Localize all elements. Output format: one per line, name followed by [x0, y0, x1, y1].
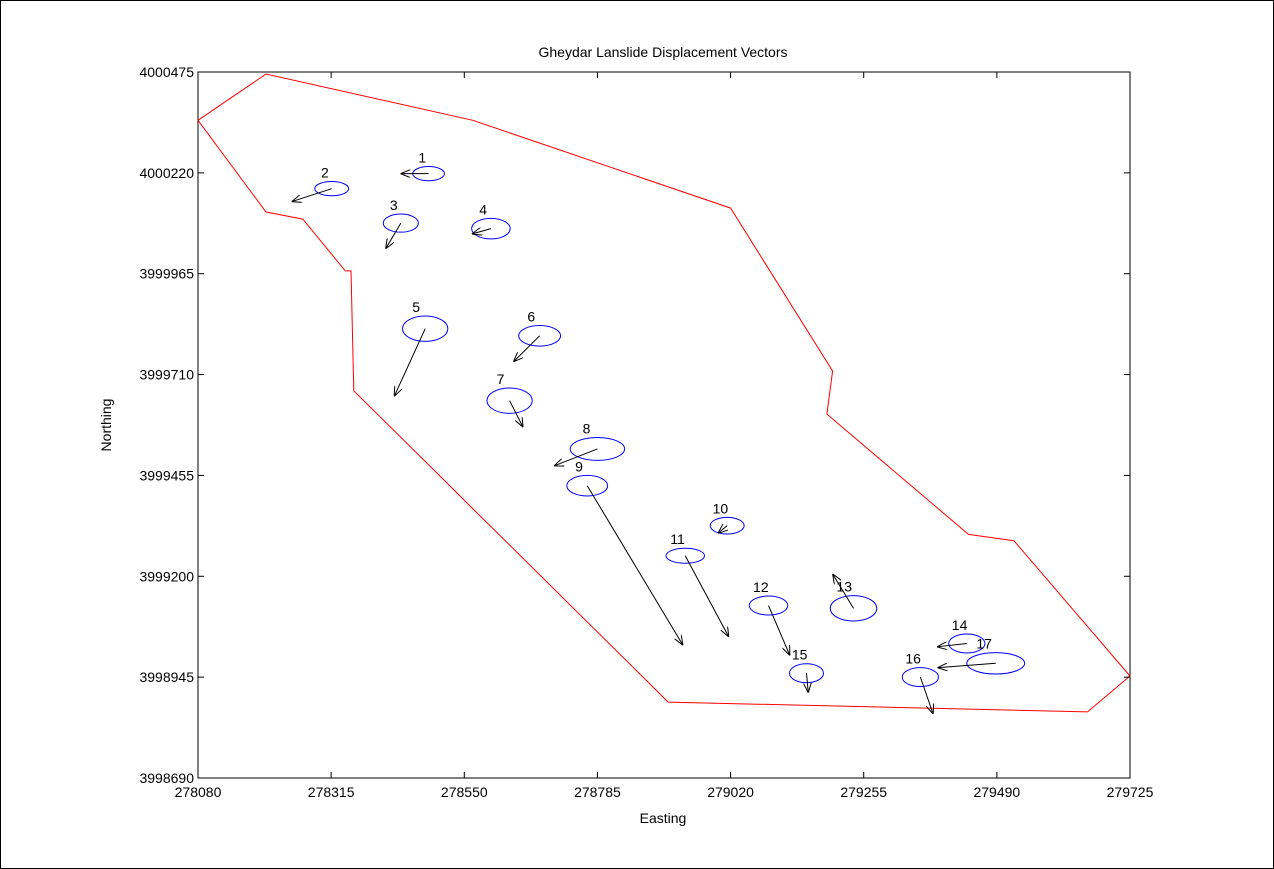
point-label-1: 1: [418, 150, 426, 166]
point-label-10: 10: [713, 500, 729, 516]
y-tick-label: 4000475: [139, 64, 194, 80]
landslide-boundary: [197, 73, 1131, 713]
displacement-vector-10: [719, 526, 727, 533]
point-label-14: 14: [952, 617, 968, 633]
x-tick-label: 278785: [574, 784, 621, 800]
chart-title: Gheydar Lanslide Displacement Vectors: [538, 44, 787, 60]
y-tick-label: 4000220: [139, 165, 194, 181]
displacement-vector-17: [939, 662, 996, 667]
error-ellipse-2: [314, 181, 350, 197]
displacement-vector-14: [938, 644, 967, 647]
point-label-4: 4: [479, 201, 487, 217]
error-ellipse-8: [569, 436, 626, 461]
point-label-16: 16: [905, 651, 921, 667]
error-ellipse-16: [901, 667, 940, 688]
y-tick-label: 3998690: [139, 770, 194, 786]
error-ellipse-6: [518, 325, 562, 347]
point-label-17: 17: [976, 636, 992, 652]
x-tick-label: 279490: [973, 784, 1020, 800]
error-ellipse-5: [402, 315, 449, 342]
x-tick-label: 278550: [441, 784, 488, 800]
plot-area: [197, 71, 1131, 779]
displacement-vector-9: [586, 485, 682, 645]
x-tick-label: 279020: [707, 784, 754, 800]
error-ellipse-17: [966, 652, 1026, 675]
error-ellipse-3: [382, 213, 419, 233]
point-label-5: 5: [412, 299, 420, 315]
error-ellipse-13: [829, 595, 878, 622]
error-ellipse-7: [486, 387, 533, 414]
y-tick-label: 3998945: [139, 669, 194, 685]
y-tick-label: 3999455: [139, 467, 194, 483]
y-tick-label: 3999710: [139, 367, 194, 383]
x-tick-label: 279725: [1107, 784, 1154, 800]
displacement-vector-8: [555, 448, 598, 466]
displacement-vector-11: [684, 555, 728, 636]
x-axis-title: Easting: [640, 810, 687, 826]
point-label-7: 7: [497, 371, 505, 387]
x-tick-label: 278315: [308, 784, 355, 800]
error-ellipse-14: [948, 633, 986, 654]
displacement-vector-16: [919, 676, 932, 713]
error-ellipse-9: [566, 474, 609, 497]
point-label-6: 6: [527, 309, 535, 325]
x-tick-label: 279255: [840, 784, 887, 800]
point-label-2: 2: [321, 165, 329, 181]
y-axis-title: Northing: [98, 399, 114, 452]
point-label-15: 15: [792, 647, 808, 663]
displacement-vector-2: [293, 188, 332, 202]
x-tick-label: 278080: [175, 784, 222, 800]
displacement-vector-15: [806, 673, 808, 692]
displacement-vector-13: [833, 575, 854, 609]
point-label-3: 3: [390, 197, 398, 213]
displacement-vector-7: [509, 400, 523, 427]
displacement-vector-6: [514, 335, 540, 361]
point-label-8: 8: [583, 420, 591, 436]
displacement-vector-5: [395, 328, 426, 396]
point-label-11: 11: [670, 531, 685, 547]
point-label-9: 9: [575, 458, 583, 474]
error-ellipse-12: [748, 595, 789, 616]
point-label-13: 13: [836, 579, 852, 595]
displacement-vector-3: [386, 222, 402, 248]
point-label-12: 12: [753, 579, 769, 595]
error-ellipse-11: [665, 547, 706, 564]
displacement-vector-12: [768, 605, 790, 655]
y-tick-label: 3999200: [139, 568, 194, 584]
y-tick-label: 3999965: [139, 266, 194, 282]
displacement-vector-4: [473, 229, 492, 234]
